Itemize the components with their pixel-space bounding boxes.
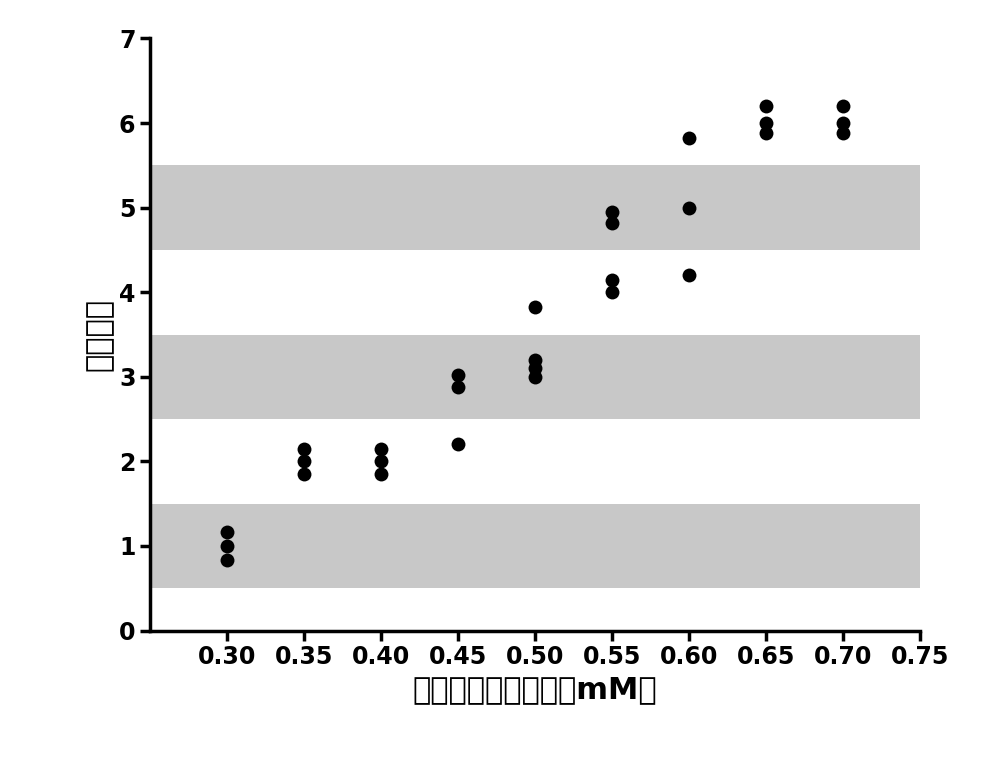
- Y-axis label: 显色条数: 显色条数: [84, 298, 113, 371]
- Bar: [150, 165, 920, 250]
- Bar: [150, 504, 920, 588]
- Bar: [150, 335, 920, 419]
- Point: [604, 205, 620, 218]
- Point: [527, 354, 543, 366]
- Point: [219, 525, 235, 538]
- Point: [758, 117, 774, 129]
- Point: [835, 117, 851, 129]
- Point: [527, 371, 543, 383]
- Point: [681, 132, 697, 145]
- Point: [296, 455, 312, 468]
- Point: [373, 455, 389, 468]
- Point: [758, 100, 774, 112]
- Point: [758, 127, 774, 139]
- Point: [296, 443, 312, 455]
- Point: [527, 301, 543, 314]
- Point: [219, 554, 235, 567]
- X-axis label: 草酸标准溶液浓度（mM）: 草酸标准溶液浓度（mM）: [413, 674, 657, 704]
- Point: [681, 269, 697, 281]
- Point: [681, 201, 697, 214]
- Point: [450, 438, 466, 451]
- Point: [835, 127, 851, 139]
- Point: [604, 286, 620, 298]
- Point: [835, 100, 851, 112]
- Point: [527, 362, 543, 375]
- Point: [604, 217, 620, 229]
- Point: [296, 468, 312, 480]
- Point: [373, 468, 389, 480]
- Point: [450, 369, 466, 381]
- Point: [450, 381, 466, 393]
- Point: [219, 540, 235, 552]
- Point: [373, 443, 389, 455]
- Point: [604, 274, 620, 286]
